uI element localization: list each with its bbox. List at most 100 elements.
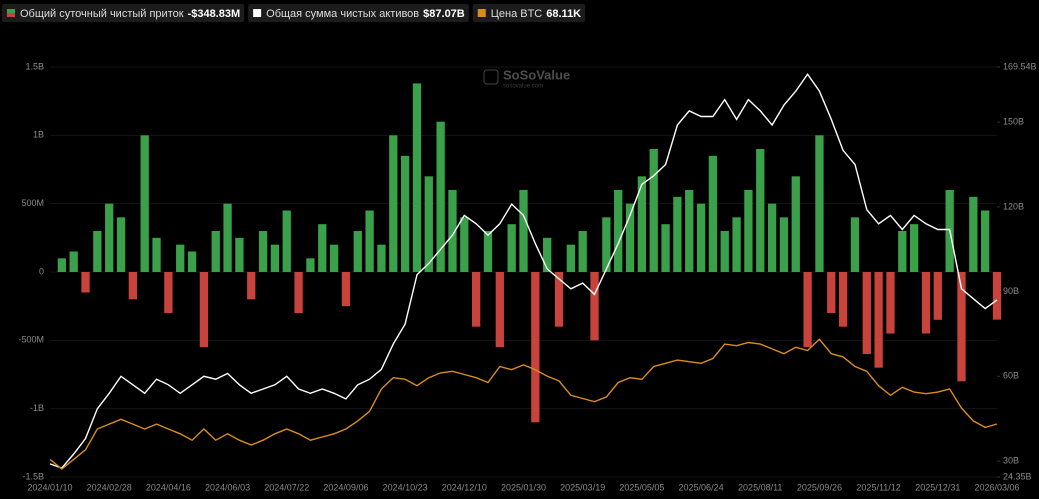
legend-item: Цена BTC 68.11K — [472, 4, 586, 22]
bar — [235, 237, 244, 272]
watermark-logo — [483, 69, 499, 85]
legend-bg — [2, 4, 245, 22]
x-tick-label: 2024/09/06 — [323, 482, 368, 492]
bar — [519, 190, 528, 272]
bar — [270, 244, 280, 272]
bar — [590, 272, 599, 341]
bar — [400, 155, 410, 272]
bar — [637, 176, 647, 272]
bar — [424, 176, 433, 272]
legend-value: 68.11K — [546, 8, 581, 20]
x-tick-label: 2025/03/19 — [560, 482, 605, 492]
bar — [992, 272, 1002, 320]
y2-tick-label: 24.35B — [1003, 471, 1032, 481]
legend: Общий суточный чистый приток -$348.83M Общ… — [2, 4, 586, 22]
y2-tick-label: 30B — [1003, 455, 1019, 465]
bar — [708, 155, 718, 272]
legend-swatch — [477, 9, 486, 17]
bar — [886, 272, 895, 334]
bar — [140, 135, 149, 272]
bar — [377, 244, 386, 272]
y2-tick-label: 90B — [1003, 286, 1019, 296]
x-tick-label: 2025/08/11 — [738, 482, 782, 492]
bar — [649, 149, 658, 272]
y-tick-label: 0 — [39, 266, 44, 276]
bar — [720, 231, 729, 272]
bar — [838, 272, 848, 327]
bar — [767, 203, 777, 272]
watermark-url: sosovalue.com — [503, 84, 543, 90]
bar — [744, 190, 753, 272]
x-tick-label: 2024/07/22 — [264, 482, 309, 492]
y-tick-label: 1.5B — [25, 61, 44, 71]
bar — [862, 272, 871, 354]
bar — [543, 237, 552, 272]
legend-swatch — [253, 9, 262, 17]
legend-bg — [472, 4, 586, 22]
bar — [685, 190, 694, 272]
bar — [341, 272, 351, 307]
x-tick-label: 2024/01/10 — [27, 482, 72, 492]
bar — [898, 231, 907, 272]
bar — [602, 217, 611, 272]
legend-swatch — [7, 9, 15, 13]
y2-tick-label: 60B — [1003, 371, 1019, 381]
x-tick-label: 2024/12/10 — [442, 482, 487, 492]
bar — [306, 258, 315, 272]
bar — [187, 251, 197, 272]
bar — [815, 135, 824, 272]
bar — [448, 190, 457, 272]
bar — [318, 224, 327, 272]
watermark: SoSoValue sosovalue.com — [483, 67, 570, 90]
legend-value: $87.07B — [423, 8, 465, 20]
legend-label: Общая сумма чистых активов — [266, 8, 419, 20]
bar — [933, 272, 942, 320]
y2-tick-label: 169.54B — [1003, 61, 1037, 71]
x-tick-label: 2025/01/30 — [501, 482, 546, 492]
bar — [756, 149, 765, 272]
bar — [294, 272, 303, 313]
bar — [791, 176, 800, 272]
x-tick-label: 2025/09/26 — [797, 482, 842, 492]
bar — [803, 272, 812, 348]
bar — [105, 203, 114, 272]
bar — [566, 244, 575, 272]
bar — [152, 237, 161, 272]
bar — [531, 272, 540, 423]
bar — [258, 231, 268, 272]
bar — [981, 210, 990, 272]
bar — [460, 217, 469, 272]
bar — [353, 231, 362, 272]
y-tick-label: 500M — [21, 198, 44, 208]
bar — [223, 203, 232, 272]
watermark-name: SoSoValue — [503, 67, 570, 82]
bar — [69, 251, 78, 272]
bar — [957, 272, 966, 382]
bar — [93, 231, 102, 272]
x-tick-label: 2024/02/28 — [87, 482, 132, 492]
bar — [850, 217, 860, 272]
line — [49, 72, 998, 469]
y-tick-label: -1.5B — [22, 471, 44, 481]
legend-bg — [248, 4, 469, 22]
legend-item: Общий суточный чистый приток -$348.83M — [2, 4, 245, 22]
bar — [329, 244, 339, 272]
bar — [921, 272, 931, 334]
bar — [507, 224, 516, 272]
bar — [436, 121, 445, 273]
line — [49, 338, 998, 470]
bar — [874, 272, 883, 368]
bar — [412, 83, 422, 273]
bar — [554, 272, 564, 327]
y-tick-label: -1B — [30, 403, 44, 413]
bar — [57, 258, 66, 272]
x-tick-label: 2024/06/03 — [205, 482, 250, 492]
legend-label: Общий суточный чистый приток — [20, 8, 184, 20]
bar — [909, 224, 919, 272]
bar — [211, 231, 220, 272]
y-tick-label: -500M — [18, 335, 44, 345]
y-tick-label: 1B — [33, 130, 44, 140]
bar — [116, 217, 126, 272]
bar — [732, 217, 741, 272]
